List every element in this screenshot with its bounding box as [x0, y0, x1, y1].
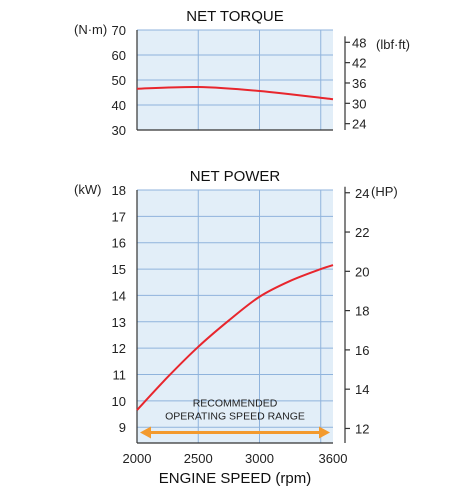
- x-tick-label: 2000: [123, 451, 152, 466]
- left-tick-label: 15: [112, 262, 126, 277]
- torque-right-unit: (lbf·ft): [376, 37, 410, 52]
- left-tick-label: 13: [112, 315, 126, 330]
- annotation-line-1: RECOMMENDED: [193, 397, 278, 409]
- right-tick-label: 20: [355, 264, 369, 279]
- right-tick-label: 42: [352, 56, 366, 71]
- right-tick-label: 30: [352, 96, 366, 111]
- left-tick-label: 30: [112, 123, 126, 138]
- right-tick-label: 24: [352, 117, 366, 132]
- x-tick-label: 3000: [245, 451, 274, 466]
- power-left-unit: (kW): [74, 182, 101, 197]
- left-tick-label: 17: [112, 209, 126, 224]
- power-right-axis: 24 22 20 18 16 14 12: [344, 186, 369, 443]
- left-tick-label: 10: [112, 394, 126, 409]
- right-tick-label: 22: [355, 225, 369, 240]
- left-tick-label: 9: [119, 420, 126, 435]
- right-tick-label: 24: [355, 186, 369, 201]
- left-tick-label: 11: [113, 367, 127, 382]
- x-axis-label: ENGINE SPEED (rpm): [159, 470, 312, 487]
- x-axis-ticks: 2000 2500 3000 3600: [123, 451, 348, 466]
- right-tick-label: 12: [355, 421, 369, 436]
- torque-series: [136, 85, 334, 101]
- power-series: [136, 264, 334, 411]
- series-line: [136, 264, 334, 411]
- torque-right-axis: 48 42 36 30 24: [344, 35, 366, 132]
- left-tick-label: 70: [112, 23, 126, 38]
- recommended-range-annotation: RECOMMENDED OPERATING SPEED RANGE: [140, 397, 330, 439]
- left-tick-label: 16: [112, 236, 126, 251]
- series-line: [136, 85, 334, 101]
- annotation-line-2: OPERATING SPEED RANGE: [165, 410, 305, 422]
- power-right-unit: (HP): [371, 184, 398, 199]
- x-tick-label: 3600: [319, 451, 348, 466]
- left-tick-label: 18: [112, 183, 126, 198]
- power-title: NET POWER: [190, 168, 281, 185]
- x-tick-label: 2500: [184, 451, 213, 466]
- torque-grid: [136, 29, 333, 131]
- left-tick-label: 14: [112, 288, 126, 303]
- left-tick-label: 12: [112, 341, 126, 356]
- right-tick-label: 18: [355, 304, 369, 319]
- power-left-axis: 18 17 16 15 14 13 12 11 10 9: [112, 183, 126, 435]
- torque-title: NET TORQUE: [186, 8, 284, 25]
- right-tick-label: 48: [352, 35, 366, 50]
- right-tick-label: 16: [355, 343, 369, 358]
- range-arrow-left-head: [140, 426, 151, 439]
- torque-left-axis: 70 60 50 40 30: [112, 23, 126, 138]
- torque-left-unit: (N·m): [74, 22, 107, 37]
- left-tick-label: 50: [112, 73, 126, 88]
- range-arrow-right-head: [319, 426, 330, 439]
- left-tick-label: 60: [112, 48, 126, 63]
- right-tick-label: 14: [355, 382, 369, 397]
- power-panel: NET POWER (kW) (HP) 1817161514131211109 …: [74, 168, 398, 487]
- right-tick-label: 36: [352, 76, 366, 91]
- left-tick-label: 40: [112, 98, 126, 113]
